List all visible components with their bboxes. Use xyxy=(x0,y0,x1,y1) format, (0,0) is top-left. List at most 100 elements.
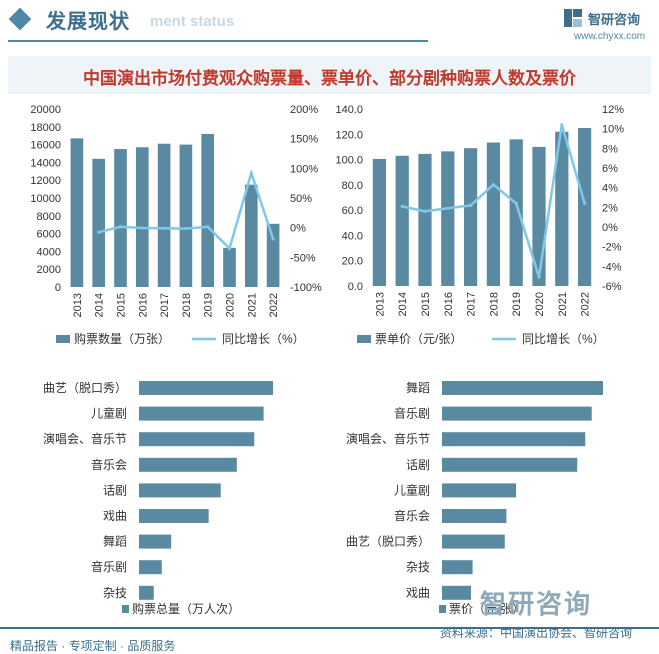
line-point xyxy=(400,204,404,208)
x-tick-label: 2018 xyxy=(488,292,500,316)
header-divider xyxy=(8,40,428,42)
line-point xyxy=(446,206,450,210)
x-tick-label: 2013 xyxy=(374,292,386,316)
line-point xyxy=(537,275,541,279)
x-tick-label: 2020 xyxy=(534,292,546,316)
category-label: 音乐剧 xyxy=(394,406,430,421)
line-point xyxy=(271,237,275,241)
bar xyxy=(266,223,280,287)
y2-tick-label: 6% xyxy=(602,163,618,175)
x-tick-label: 2019 xyxy=(203,293,215,317)
bar xyxy=(372,158,387,286)
bar xyxy=(139,457,237,472)
y-tick-label: 20000 xyxy=(30,104,61,116)
x-tick-label: 2016 xyxy=(137,293,149,317)
footer-tagline: 精品报告 · 专项定制 · 品质服务 xyxy=(10,639,176,653)
line-point xyxy=(206,225,210,229)
brand-name: 智研咨询 xyxy=(588,12,641,27)
data-source: 资料来源：中国演出协会、智研咨询 xyxy=(440,626,633,640)
y-tick-label: 60.0 xyxy=(342,205,363,217)
legend-swatch-bar xyxy=(439,605,446,613)
bar xyxy=(486,142,501,286)
category-label: 话剧 xyxy=(406,458,430,472)
line-point xyxy=(118,225,123,229)
bar xyxy=(442,406,592,421)
y-tick-label: 6000 xyxy=(37,229,61,241)
category-label: 舞蹈 xyxy=(406,381,430,395)
line-point xyxy=(514,201,518,205)
bar xyxy=(92,158,106,287)
watermark-text: 智研咨询 xyxy=(480,589,593,619)
bar xyxy=(442,560,473,575)
x-tick-label: 2014 xyxy=(397,292,409,316)
category-label: 戏曲 xyxy=(406,586,430,600)
y2-tick-label: -2% xyxy=(602,242,622,254)
y-tick-label: 100.0 xyxy=(335,155,363,167)
line-point xyxy=(560,123,564,127)
bar xyxy=(442,534,505,549)
bar xyxy=(201,133,215,287)
y2-tick-label: 0% xyxy=(290,223,306,235)
y2-tick-label: 10% xyxy=(602,124,624,136)
y2-tick-label: 2% xyxy=(602,202,618,214)
x-tick-label: 2022 xyxy=(268,293,280,317)
y-tick-label: 0.0 xyxy=(348,281,363,293)
line-point xyxy=(423,209,427,213)
bar xyxy=(442,585,471,600)
title-background xyxy=(8,56,651,94)
y2-tick-label: 0% xyxy=(602,222,618,234)
legend-label: 购票总量（万人次） xyxy=(132,601,240,616)
y2-tick-label: -4% xyxy=(602,261,622,273)
category-label: 演唱会、音乐节 xyxy=(346,431,430,446)
y2-tick-label: -50% xyxy=(290,252,316,264)
bar xyxy=(139,585,154,600)
y-tick-label: 40.0 xyxy=(342,230,363,242)
line-point xyxy=(184,226,188,231)
y-tick-label: 4000 xyxy=(37,246,61,258)
y2-tick-label: 8% xyxy=(602,143,618,155)
y2-tick-label: 200% xyxy=(290,104,318,116)
bar xyxy=(442,509,507,523)
category-label: 曲艺（脱口秀） xyxy=(346,534,430,549)
header-ghost-text: ment status xyxy=(150,13,235,30)
category-label: 曲艺（脱口秀） xyxy=(43,380,127,395)
bar xyxy=(139,432,255,447)
x-tick-label: 2021 xyxy=(246,293,258,317)
category-label: 杂技 xyxy=(406,560,430,574)
category-label: 演唱会、音乐节 xyxy=(43,431,127,446)
line-point xyxy=(491,183,495,187)
bar xyxy=(139,406,264,421)
y-tick-label: 20.0 xyxy=(342,256,363,268)
y2-tick-label: -6% xyxy=(602,281,622,293)
legend-label: 购票数量（万张） xyxy=(74,331,170,346)
x-tick-label: 2019 xyxy=(511,292,523,316)
x-tick-label: 2015 xyxy=(420,292,432,316)
y2-tick-label: 50% xyxy=(290,193,312,205)
legend-label: 票价（元/张） xyxy=(449,602,524,616)
legend-label: 票单价（元/张） xyxy=(375,332,462,346)
bar xyxy=(442,432,586,447)
bar xyxy=(157,143,171,287)
legend-swatch-bar xyxy=(122,605,129,613)
legend-label: 同比增长（%） xyxy=(222,332,305,346)
category-label: 儿童剧 xyxy=(394,482,430,497)
bar xyxy=(223,247,236,287)
category-label: 话剧 xyxy=(103,483,127,497)
y2-tick-label: 100% xyxy=(290,163,318,175)
bar xyxy=(555,131,569,286)
y2-tick-label: -100% xyxy=(290,282,322,294)
bar xyxy=(577,127,592,286)
bar xyxy=(441,151,455,286)
line-point xyxy=(469,203,473,207)
line-point xyxy=(97,230,101,234)
y-tick-label: 2000 xyxy=(37,264,61,276)
x-tick-label: 2016 xyxy=(443,292,455,316)
header: ment status 发展现状 智研咨询 www.chyxx.com xyxy=(0,0,659,46)
legend-label: 同比增长（%） xyxy=(522,332,605,346)
category-label: 儿童剧 xyxy=(91,406,127,421)
y2-tick-label: 150% xyxy=(290,134,318,146)
line-point xyxy=(249,171,253,175)
page-title: 发展现状 xyxy=(46,11,130,33)
y-tick-label: 8000 xyxy=(37,211,61,223)
